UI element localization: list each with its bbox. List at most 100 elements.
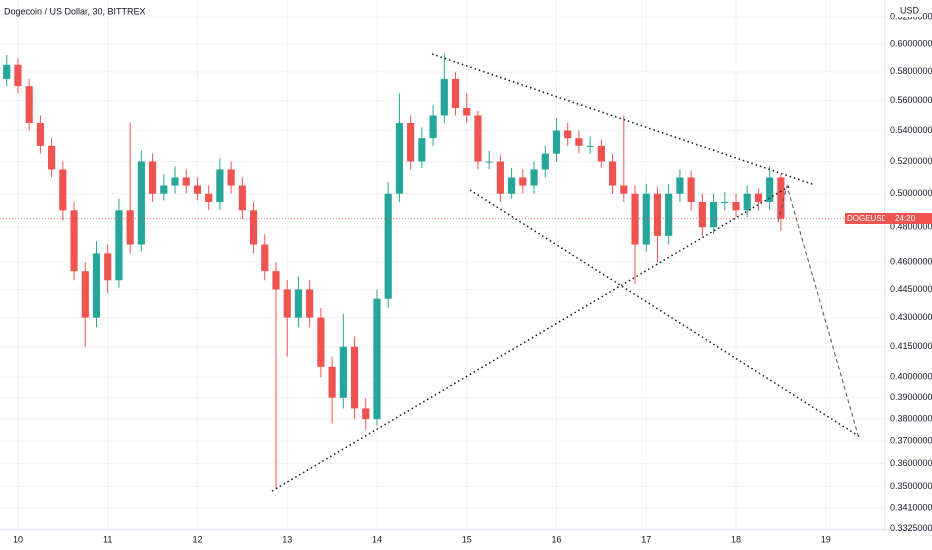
candle-body <box>586 145 594 147</box>
candle-body <box>743 193 751 211</box>
candle-body <box>126 210 134 245</box>
candle-body <box>395 122 404 194</box>
candle-body <box>148 161 157 194</box>
candle-body <box>407 122 415 162</box>
candle-body <box>272 271 280 290</box>
x-tick-label: 16 <box>551 534 561 544</box>
candle-body <box>249 210 258 245</box>
countdown-tag <box>885 213 932 224</box>
projection <box>777 184 859 436</box>
price-axis <box>885 0 932 550</box>
candle-body <box>70 210 78 272</box>
candle-body <box>474 115 482 162</box>
candle-body <box>620 185 628 194</box>
candle-body <box>283 289 291 318</box>
candle-body <box>687 177 695 202</box>
candle-body <box>261 244 269 272</box>
candle-body <box>676 177 684 194</box>
candle-body <box>81 271 89 318</box>
candle-body <box>294 289 303 318</box>
candle-body <box>777 177 785 219</box>
candle-body <box>306 289 314 318</box>
candle-body <box>339 346 347 398</box>
candle-body <box>541 153 549 170</box>
candle-body <box>642 193 650 245</box>
symbol: DOGEUSD <box>847 214 888 223</box>
candle-body <box>519 177 527 186</box>
candle-body <box>732 201 740 211</box>
candle-body <box>440 78 448 116</box>
candle-body <box>238 185 246 211</box>
x-tick-label: 17 <box>641 534 651 544</box>
candle-body <box>766 177 774 202</box>
candle-body <box>104 253 112 281</box>
candle-body <box>137 161 145 245</box>
candle-body <box>631 193 639 245</box>
candle-body <box>317 317 325 367</box>
candle-body <box>485 161 493 163</box>
candle-body <box>429 115 437 139</box>
symbol-tag <box>845 213 885 224</box>
candle-body <box>530 169 538 186</box>
candle-body <box>754 193 763 202</box>
candle-body <box>350 346 359 409</box>
candle-body <box>205 193 213 202</box>
candle-body <box>92 253 101 318</box>
candle-body <box>721 201 729 203</box>
candle-body <box>48 145 56 170</box>
trendline <box>469 189 861 438</box>
candle-body <box>418 138 426 162</box>
candle-body <box>182 177 190 186</box>
candle-body <box>25 86 33 123</box>
candle-body <box>14 64 22 87</box>
candle-body <box>160 185 168 194</box>
candle-body <box>508 177 516 194</box>
candle-body <box>328 366 336 398</box>
candle-body <box>575 138 583 146</box>
candle-body <box>608 161 617 186</box>
projection-path <box>777 184 859 436</box>
countdown: 24:20 <box>895 214 916 223</box>
currency: USD <box>900 5 920 15</box>
x-tick-label: 14 <box>372 534 382 544</box>
drawings <box>271 53 861 492</box>
candle-body <box>115 210 123 281</box>
candle-body <box>496 161 504 194</box>
x-tick-label: 18 <box>731 534 741 544</box>
candle-body <box>597 145 605 162</box>
y-tick-label: 0.33250000 <box>890 523 932 533</box>
candle-body <box>384 193 392 299</box>
axes: 0.620000000.600000000.580000000.56000000… <box>13 11 932 544</box>
candle-body <box>698 201 706 228</box>
x-tick-label: 12 <box>192 534 202 544</box>
trendline <box>271 185 791 492</box>
candle-body <box>552 130 561 154</box>
plot <box>0 53 885 490</box>
grid <box>0 0 885 530</box>
candle-body <box>451 78 460 109</box>
candle-body <box>362 408 370 420</box>
candle-body <box>216 169 224 202</box>
candle-body <box>463 108 471 116</box>
candle-body <box>653 193 662 236</box>
